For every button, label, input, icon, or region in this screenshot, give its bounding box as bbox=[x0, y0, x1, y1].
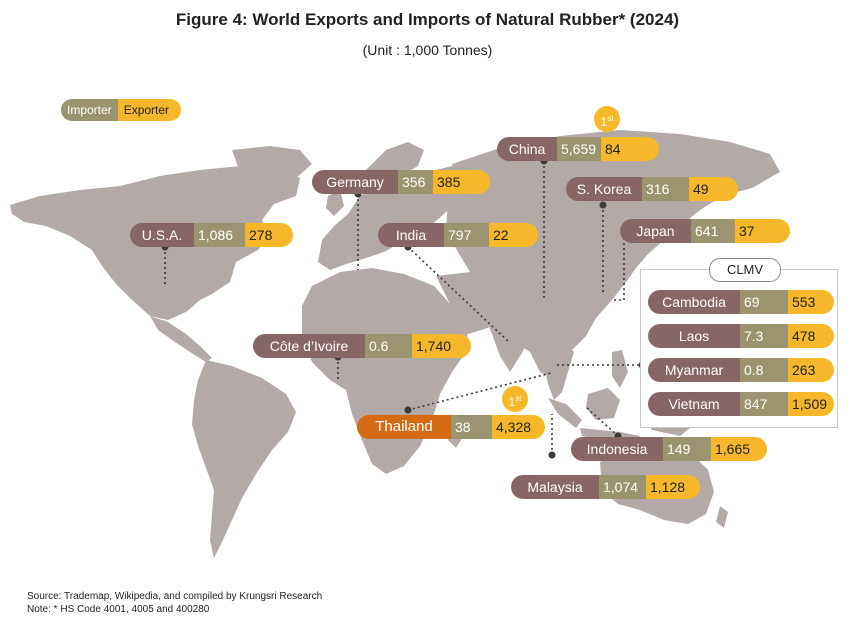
exporter-value: 278 bbox=[245, 223, 293, 247]
label-germany: Germany 356 385 bbox=[312, 170, 490, 194]
exporter-value: 478 bbox=[788, 324, 834, 348]
label-vietnam: Vietnam 847 1,509 bbox=[648, 392, 834, 416]
label-usa: U.S.A. 1,086 278 bbox=[130, 223, 293, 247]
south-america-landmass bbox=[192, 360, 296, 558]
india-landmass bbox=[484, 296, 540, 372]
dot-malaysia bbox=[548, 451, 556, 459]
connector-india bbox=[407, 246, 511, 344]
country-name: Côte d’Ivoire bbox=[253, 334, 365, 358]
country-name: Laos bbox=[648, 324, 740, 348]
importer-value: 797 bbox=[444, 223, 489, 247]
greenland-landmass bbox=[232, 146, 312, 188]
connector-japan bbox=[612, 233, 625, 301]
importer-value: 316 bbox=[642, 177, 689, 201]
country-name: Germany bbox=[312, 170, 398, 194]
importer-value: 641 bbox=[691, 219, 735, 243]
unit-subtitle: (Unit : 1,000 Tonnes) bbox=[362, 42, 493, 58]
central-america-landmass bbox=[150, 316, 212, 362]
exporter-value: 84 bbox=[601, 137, 659, 161]
dot-skorea bbox=[599, 201, 607, 209]
country-name: Thailand bbox=[357, 415, 451, 439]
exporter-value: 1,509 bbox=[788, 392, 834, 416]
country-name: U.S.A. bbox=[130, 223, 194, 247]
country-name: Myanmar bbox=[648, 358, 740, 382]
label-thailand: Thailand 38 4,328 bbox=[357, 415, 545, 439]
philippines-landmass bbox=[612, 350, 628, 388]
label-myanmar: Myanmar 0.8 263 bbox=[648, 358, 834, 382]
legend-exporter: Exporter bbox=[117, 99, 182, 121]
exporter-value: 1,740 bbox=[412, 334, 471, 358]
new-zealand-landmass bbox=[716, 506, 728, 528]
label-laos: Laos 7.3 478 bbox=[648, 324, 834, 348]
country-name: China bbox=[497, 137, 557, 161]
sumatra-landmass bbox=[548, 398, 582, 428]
southeast-asia-landmass bbox=[540, 338, 574, 400]
exporter-value: 385 bbox=[433, 170, 490, 194]
importer-value: 847 bbox=[740, 392, 788, 416]
source-text: Source: Trademap, Wikipedia, and compile… bbox=[27, 591, 323, 602]
rank-badge-thailand: 1st bbox=[502, 386, 528, 412]
borneo-landmass bbox=[586, 388, 620, 420]
exporter-value: 1,128 bbox=[646, 475, 700, 499]
country-name: Indonesia bbox=[571, 437, 663, 461]
label-indonesia: Indonesia 149 1,665 bbox=[571, 437, 767, 461]
uk-landmass bbox=[326, 190, 344, 216]
importer-value: 0.6 bbox=[365, 334, 412, 358]
label-japan: Japan 641 37 bbox=[620, 219, 790, 243]
importer-value: 69 bbox=[740, 290, 788, 314]
importer-value: 7.3 bbox=[740, 324, 788, 348]
clmv-label: CLMV bbox=[709, 258, 781, 282]
country-name: Vietnam bbox=[648, 392, 740, 416]
importer-value: 38 bbox=[451, 415, 492, 439]
connector-indonesia bbox=[586, 407, 619, 437]
label-cotedivoire: Côte d’Ivoire 0.6 1,740 bbox=[253, 334, 471, 358]
importer-value: 1,074 bbox=[599, 475, 646, 499]
exporter-value: 37 bbox=[735, 219, 790, 243]
legend-importer: Importer bbox=[61, 99, 118, 121]
figure-title: Figure 4: World Exports and Imports of N… bbox=[175, 10, 680, 29]
country-name: Cambodia bbox=[648, 290, 740, 314]
rank-badge-china: 1st bbox=[594, 106, 620, 132]
country-name: Japan bbox=[620, 219, 691, 243]
label-china: China 5,659 84 bbox=[497, 137, 659, 161]
dot-thailand bbox=[404, 406, 412, 414]
country-name: India bbox=[378, 223, 444, 247]
label-cambodia: Cambodia 69 553 bbox=[648, 290, 834, 314]
exporter-value: 553 bbox=[788, 290, 834, 314]
importer-value: 149 bbox=[663, 437, 711, 461]
exporter-value: 263 bbox=[788, 358, 834, 382]
country-name: S. Korea bbox=[566, 177, 642, 201]
exporter-value: 4,328 bbox=[492, 415, 545, 439]
africa-landmass bbox=[302, 268, 468, 474]
importer-value: 1,086 bbox=[194, 223, 245, 247]
label-india: India 797 22 bbox=[378, 223, 538, 247]
exporter-value: 49 bbox=[689, 177, 738, 201]
exporter-value: 1,665 bbox=[711, 437, 767, 461]
exporter-value: 22 bbox=[489, 223, 538, 247]
label-skorea: S. Korea 316 49 bbox=[566, 177, 738, 201]
country-name: Malaysia bbox=[511, 475, 599, 499]
source-note: Source: Trademap, Wikipedia, and compile… bbox=[27, 590, 322, 616]
label-malaysia: Malaysia 1,074 1,128 bbox=[511, 475, 700, 499]
note-text: Note: * HS Code 4001, 4005 and 400280 bbox=[27, 604, 210, 615]
importer-value: 5,659 bbox=[557, 137, 601, 161]
importer-value: 356 bbox=[398, 170, 433, 194]
importer-value: 0.8 bbox=[740, 358, 788, 382]
legend: Importer Exporter bbox=[61, 99, 182, 121]
